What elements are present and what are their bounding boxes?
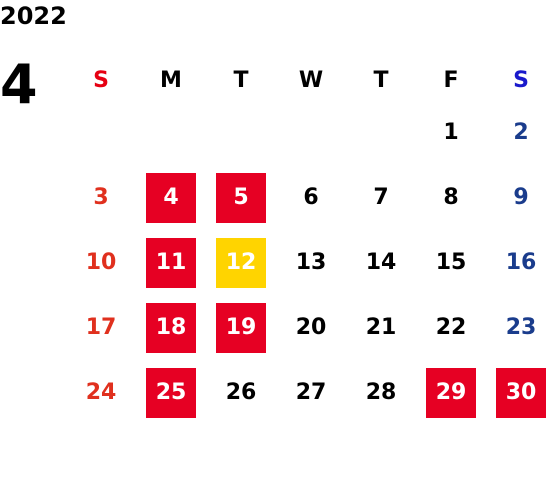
day-cell: 3 [93,185,109,210]
day-cell: 19 [216,302,266,353]
day-cell: 24 [85,380,117,405]
weekday-header-sat: S [513,67,529,93]
day-cell: 22 [435,315,467,340]
weekday-header-fri: F [443,67,459,93]
weekday-header-sun: S [93,67,109,93]
day-cell: 30 [496,367,546,418]
day-cell: 29 [426,367,476,418]
day-cell: 8 [443,185,459,210]
day-cell: 5 [216,172,266,223]
day-cell: 1 [443,120,459,145]
day-cell: 2 [513,120,529,145]
day-cell: 13 [295,250,327,275]
day-cell: 15 [435,250,467,275]
day-cell: 20 [295,315,327,340]
day-cell: 14 [365,250,397,275]
day-cell: 9 [513,185,529,210]
day-cell: 16 [505,250,537,275]
day-cell: 28 [365,380,397,405]
weekday-header-thu: T [373,67,389,93]
day-cell: 17 [85,315,117,340]
weekday-header-mon: M [160,67,182,93]
day-cell: 21 [365,315,397,340]
day-cell: 10 [85,250,117,275]
day-cell: 26 [225,380,257,405]
calendar-month: 4 [0,53,38,116]
day-cell: 11 [146,237,196,288]
day-cell: 7 [373,185,389,210]
calendar-year: 2022 [0,2,67,30]
day-cell: 25 [146,367,196,418]
weekday-header-wed: W [298,67,324,93]
weekday-header-tue: T [233,67,249,93]
day-cell: 23 [505,315,537,340]
day-cell: 6 [303,185,319,210]
day-cell: 12 [216,237,266,288]
day-cell: 4 [146,172,196,223]
calendar-grid: S M T W T F S 1 2 3 4 5 6 7 8 9 10 11 12 13 14 15 16 17 1… [66,60,548,425]
day-cell: 18 [146,302,196,353]
day-cell: 27 [295,380,327,405]
